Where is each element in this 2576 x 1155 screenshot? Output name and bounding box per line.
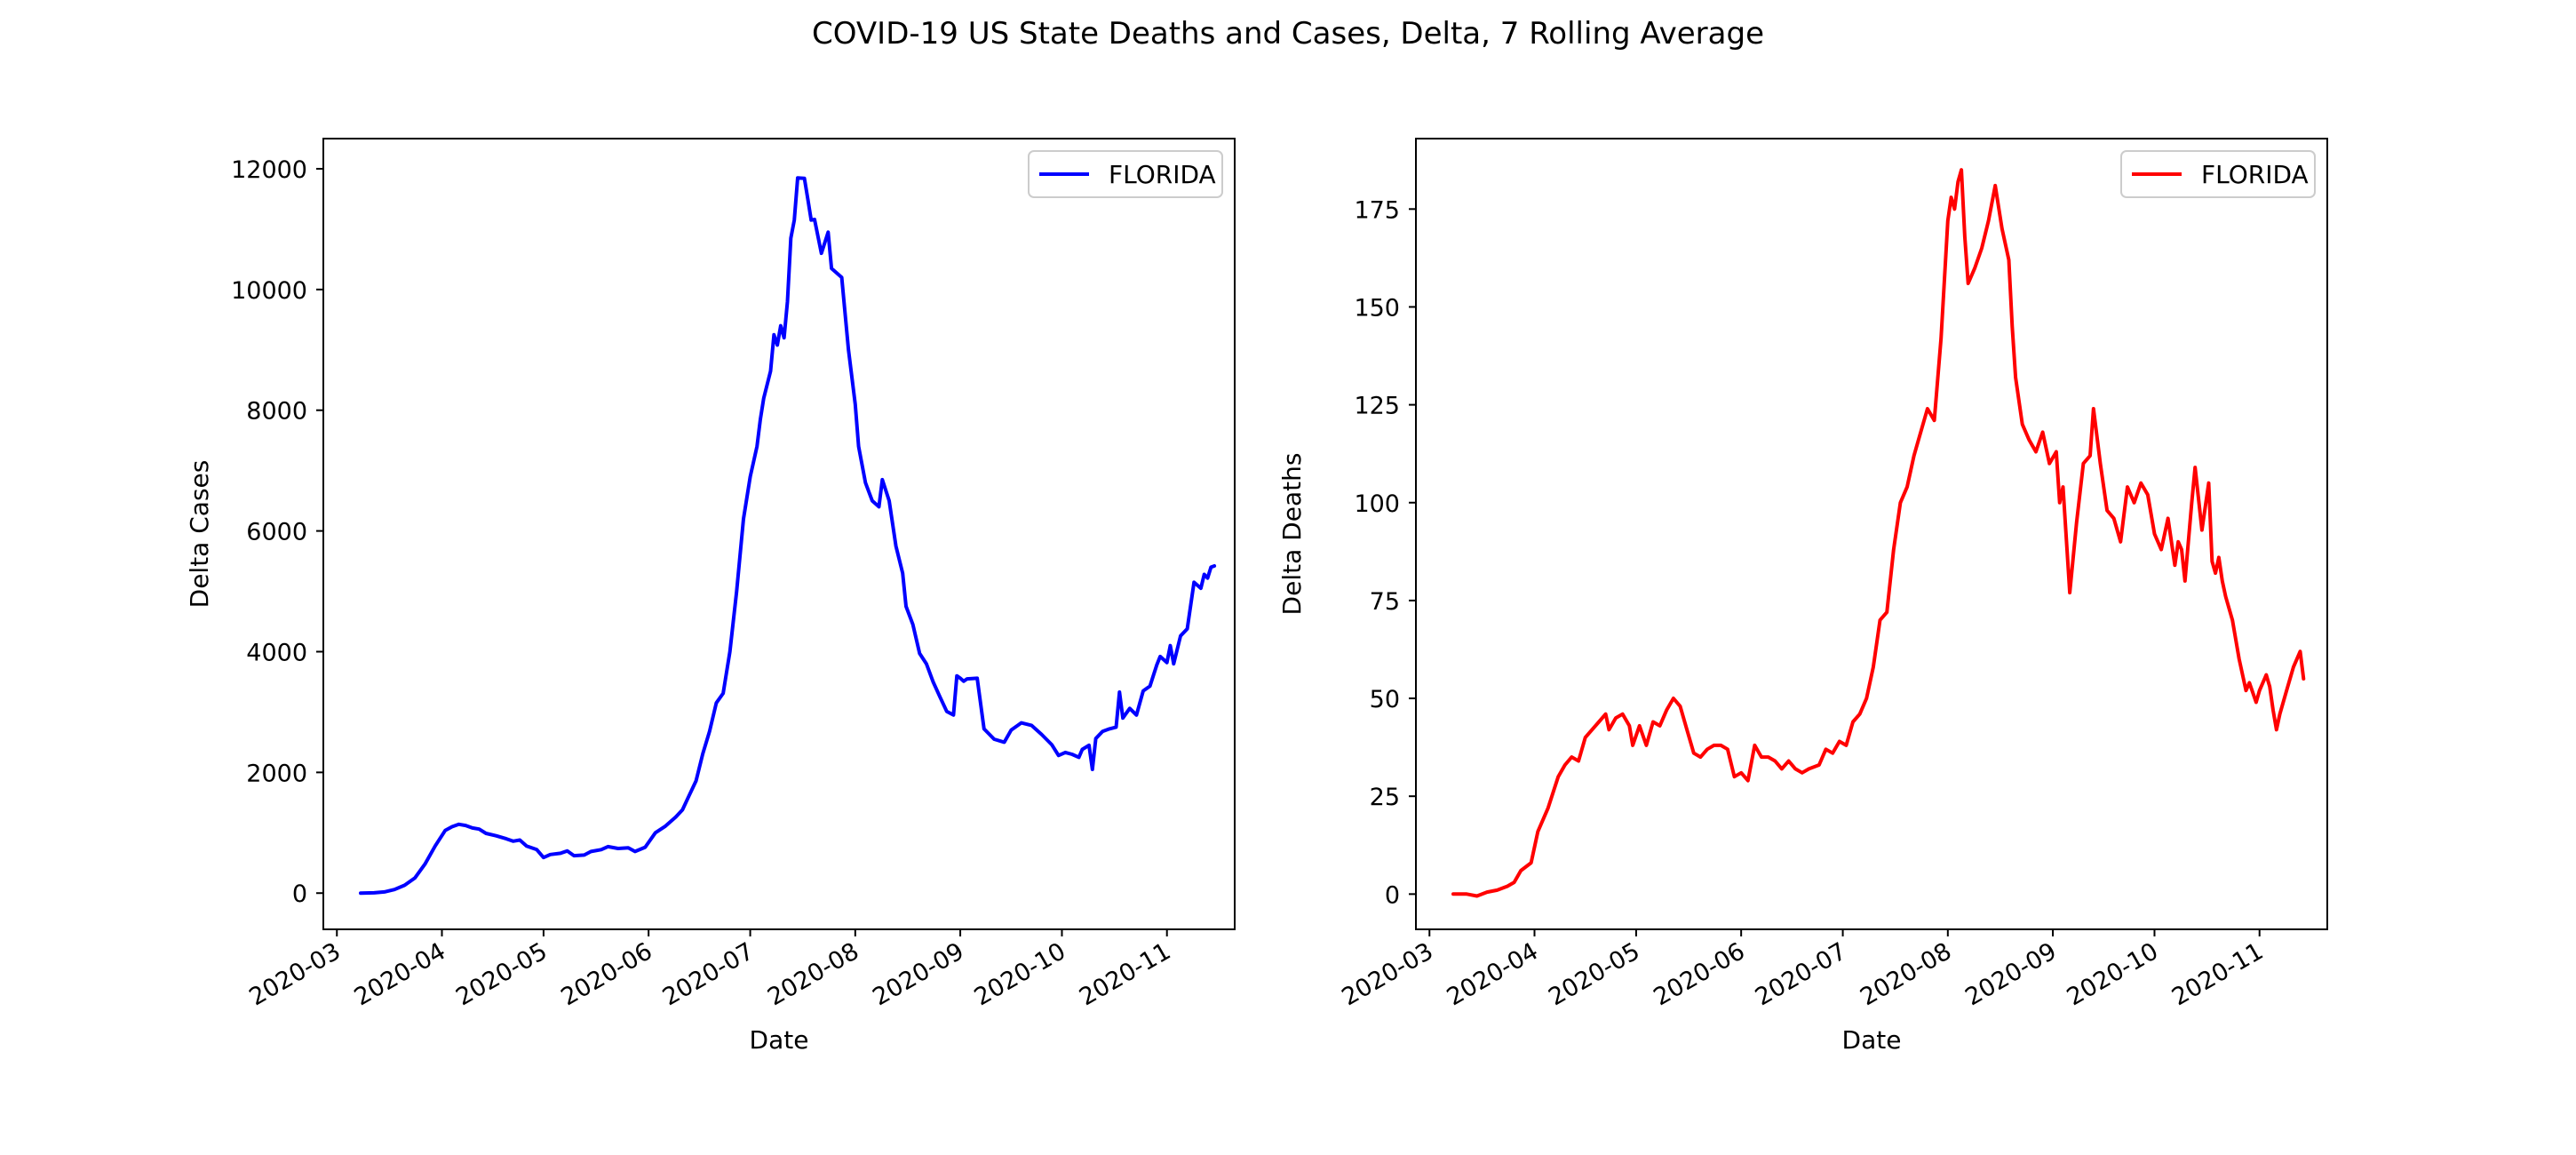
x-tick-label: 2020-04 (350, 937, 450, 1011)
x-axis-label: Date (750, 1025, 809, 1055)
y-tick-label: 50 (1370, 686, 1400, 713)
axes-frame (322, 138, 1236, 930)
legend-box (1028, 150, 1223, 198)
x-tick-label: 2020-08 (1856, 937, 1956, 1011)
y-axis-label: Delta Cases (185, 460, 214, 609)
y-tick-label: 2000 (246, 760, 307, 787)
y-tick-label: 25 (1370, 784, 1400, 811)
x-axis-label: Date (1842, 1025, 1902, 1055)
axes-frame (1415, 138, 2328, 930)
x-tick-label: 2020-09 (1960, 937, 2061, 1011)
y-tick-label: 10000 (231, 277, 307, 305)
y-tick-label: 75 (1370, 588, 1400, 616)
y-tick-label: 125 (1354, 393, 1400, 420)
x-tick-label: 2020-06 (1649, 937, 1749, 1011)
x-tick-label: 2020-03 (245, 937, 346, 1011)
y-tick-label: 150 (1354, 294, 1400, 322)
x-tick-label: 2020-09 (868, 937, 968, 1011)
legend-box (2120, 150, 2316, 198)
x-tick-label: 2020-06 (556, 937, 656, 1011)
x-tick-label: 2020-11 (1075, 937, 1175, 1011)
y-tick-label: 8000 (246, 398, 307, 426)
series-line-florida (359, 176, 1217, 896)
figure-title: COVID-19 US State Deaths and Cases, Delt… (812, 16, 1764, 52)
x-tick-label: 2020-07 (1751, 937, 1851, 1011)
series-line-florida (1451, 168, 2306, 898)
x-tick-label: 2020-05 (1544, 937, 1644, 1011)
x-tick-label: 2020-10 (2063, 937, 2163, 1011)
x-tick-label: 2020-08 (763, 937, 863, 1011)
y-tick-label: 12000 (231, 156, 307, 184)
x-tick-label: 2020-11 (2167, 937, 2268, 1011)
x-tick-label: 2020-04 (1443, 937, 1543, 1011)
y-tick-label: 4000 (246, 639, 307, 666)
x-tick-label: 2020-10 (970, 937, 1070, 1011)
legend-label: FLORIDA (2201, 160, 2309, 189)
y-axis-label: Delta Deaths (1277, 453, 1307, 616)
y-tick-label: 175 (1354, 196, 1400, 224)
x-tick-label: 2020-07 (658, 937, 759, 1011)
y-tick-label: 0 (1385, 881, 1400, 909)
y-tick-label: 0 (292, 880, 307, 908)
x-tick-label: 2020-03 (1338, 937, 1438, 1011)
y-tick-label: 100 (1354, 490, 1400, 518)
legend-label: FLORIDA (1109, 160, 1216, 189)
deaths-chart: 0 25 50 75 100 125 150 175 2020-03 2020-04 2020-05… (1277, 138, 2328, 1055)
y-tick-label: 6000 (246, 519, 307, 546)
x-tick-label: 2020-05 (451, 937, 552, 1011)
